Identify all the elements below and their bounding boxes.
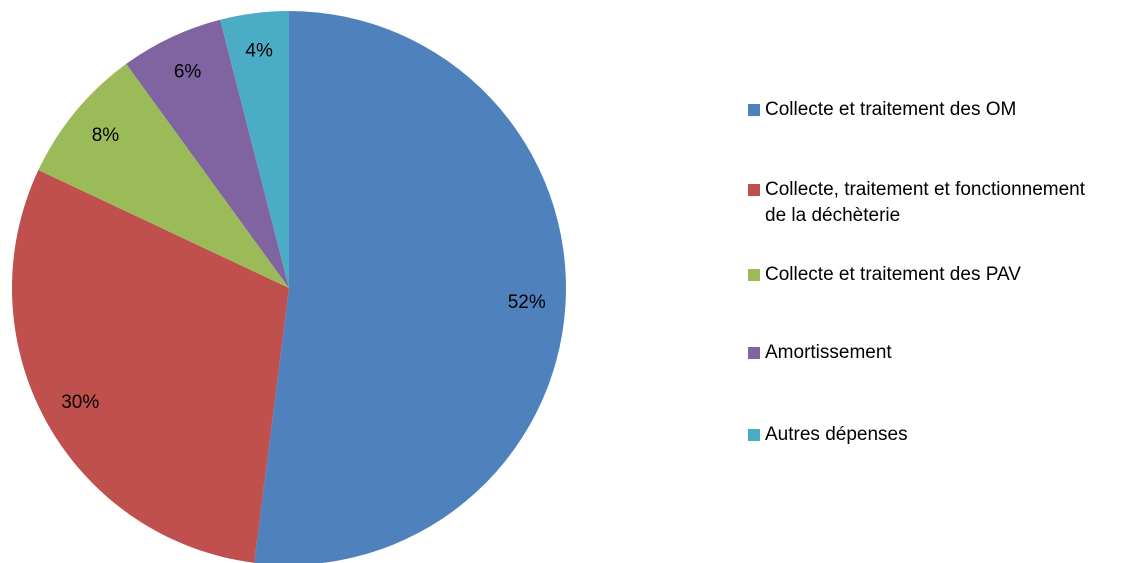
pie-slice [254,11,566,563]
legend-item: Collecte et traitement des PAV [748,262,1095,288]
pie-slice [220,11,289,288]
legend-swatch [748,347,760,359]
legend-label: Amortissement [765,342,892,363]
legend-item: Collecte, traitement et fonctionnement d… [748,177,1095,229]
data-label: 8% [92,125,120,146]
legend-label: Collecte et traitement des OM [765,99,1017,120]
pie-slice [11,170,290,563]
pie-slice [38,63,289,288]
data-label: 4% [245,41,273,62]
legend-item: Autres dépenses [748,422,1095,448]
legend-item: Collecte et traitement des OM [748,97,1095,123]
legend-swatch [748,104,760,116]
data-label: 6% [174,61,202,82]
legend-label: Collecte, traitement et fonctionnement d… [765,179,1086,226]
legend-swatch [748,269,760,281]
pie-slice [126,19,289,289]
legend-label: Autres dépenses [765,424,908,445]
data-label: 52% [508,292,546,313]
data-label: 30% [61,392,99,413]
legend-label: Collecte et traitement des PAV [765,264,1021,285]
legend-swatch [748,184,760,196]
legend-swatch [748,429,760,441]
legend-item: Amortissement [748,340,1095,366]
